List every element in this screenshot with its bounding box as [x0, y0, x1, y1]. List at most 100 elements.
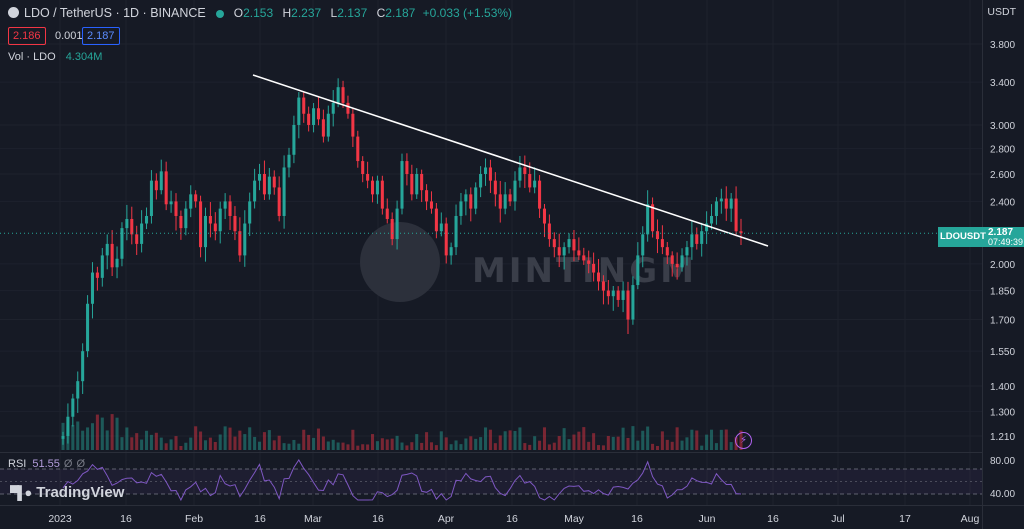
candle-body — [719, 198, 723, 202]
candle-body — [208, 215, 212, 224]
tradingview-logo[interactable]: ▀▌● TradingView — [10, 484, 124, 501]
ldo-logo-icon — [8, 7, 19, 18]
volume-bar — [208, 437, 212, 450]
time-axis-label: Jun — [699, 513, 716, 525]
volume-bar — [562, 428, 566, 450]
volume-bar — [719, 429, 723, 450]
candle-body — [154, 180, 158, 191]
candle-body — [361, 161, 365, 174]
volume-bar — [557, 436, 561, 450]
candle-body — [675, 263, 679, 268]
volume-bar — [646, 426, 650, 450]
candle-body — [174, 201, 178, 216]
candle-body — [61, 436, 65, 439]
rsi-axis-label: 40.00 — [990, 489, 1015, 500]
candle-body — [420, 173, 424, 191]
candle-body — [611, 290, 615, 297]
candle-body — [390, 218, 394, 240]
trendline — [252, 74, 769, 247]
candle-body — [606, 290, 610, 297]
candle-body — [695, 234, 699, 244]
price-axis-label: 3.800 — [990, 40, 1015, 51]
candle-body — [577, 250, 581, 256]
volume-bar — [238, 430, 242, 450]
rsi-legend: RSI 51.55 Ø Ø — [8, 458, 85, 470]
volume-bar — [434, 445, 438, 450]
sell-price-button[interactable]: 2.186 — [8, 27, 46, 45]
volume-bar — [203, 440, 208, 450]
time-axis-label: Apr — [438, 513, 455, 525]
volume-bar — [120, 437, 124, 450]
candle-body — [169, 201, 173, 205]
volume-bar — [81, 430, 85, 450]
volume-bar — [577, 431, 581, 450]
candle-body — [228, 201, 232, 216]
volume-bar — [724, 429, 728, 450]
volume-bar — [420, 442, 424, 450]
volume-bar — [336, 442, 340, 450]
currency-selector[interactable]: USDT — [987, 6, 1016, 18]
candle-body — [444, 223, 448, 256]
volume-bar — [115, 417, 119, 450]
candle-body — [86, 303, 90, 352]
candle-body — [533, 180, 537, 188]
ohlc-low-label: L — [330, 6, 338, 20]
candle-body — [670, 255, 674, 264]
volume-bar — [459, 444, 463, 450]
symbol-title[interactable]: LDO / TetherUS · 1D · BINANCE — [24, 6, 206, 20]
price-tag-countdown: 07:49:39 — [988, 237, 1024, 247]
candle-body — [646, 204, 650, 235]
volume-bar — [680, 440, 684, 450]
volume-bar — [90, 423, 95, 450]
volume-bar — [312, 437, 316, 450]
candle-body — [90, 272, 95, 304]
volume-bar — [533, 436, 537, 450]
ohlc-low: 2.137 — [337, 6, 368, 20]
candle-body — [292, 124, 296, 155]
volume-bar — [375, 441, 379, 450]
candle-body — [636, 255, 640, 286]
lightning-icon[interactable]: ⚡ — [735, 432, 752, 449]
volume-bar — [346, 444, 350, 450]
volume-legend: Vol · LDO 4.304M — [8, 51, 102, 63]
volume-bar — [86, 427, 90, 450]
price-axis-label: 1.850 — [990, 287, 1015, 298]
volume-bar — [700, 445, 704, 450]
candle-body — [415, 173, 419, 195]
candle-body — [538, 180, 542, 209]
volume-bar — [218, 434, 222, 450]
candle-body — [562, 247, 566, 256]
time-axis-label: 16 — [631, 513, 643, 525]
volume-bar — [513, 430, 517, 450]
candle-body — [528, 173, 532, 188]
candle-body — [734, 198, 738, 232]
candle-body — [508, 194, 512, 202]
candle-body — [400, 161, 404, 209]
price-tag-price: 2.187 — [988, 227, 1014, 238]
candle-body — [596, 272, 601, 282]
volume-bar — [498, 435, 502, 450]
volume-label: Vol · LDO — [8, 51, 56, 63]
candle-body — [655, 231, 660, 240]
volume-bar — [685, 437, 689, 450]
time-axis-label: 2023 — [48, 513, 72, 525]
candle-body — [95, 272, 99, 278]
candle-body — [557, 247, 561, 256]
volume-bar — [174, 436, 178, 450]
volume-bar — [331, 439, 335, 450]
candle-body — [336, 87, 340, 103]
volume-bar — [690, 429, 694, 450]
volume-bar — [184, 442, 188, 450]
candle-body — [395, 208, 399, 240]
volume-bar — [71, 424, 75, 450]
brand-name: TradingView — [36, 484, 125, 501]
volume-bar — [380, 438, 384, 450]
volume-bar — [483, 427, 488, 450]
candle-body — [238, 231, 242, 256]
candle-body — [488, 167, 492, 181]
buy-price-button[interactable]: 2.187 — [82, 27, 120, 45]
volume-bar — [547, 444, 551, 450]
volume-bar — [621, 427, 625, 450]
candle-body — [493, 180, 497, 195]
